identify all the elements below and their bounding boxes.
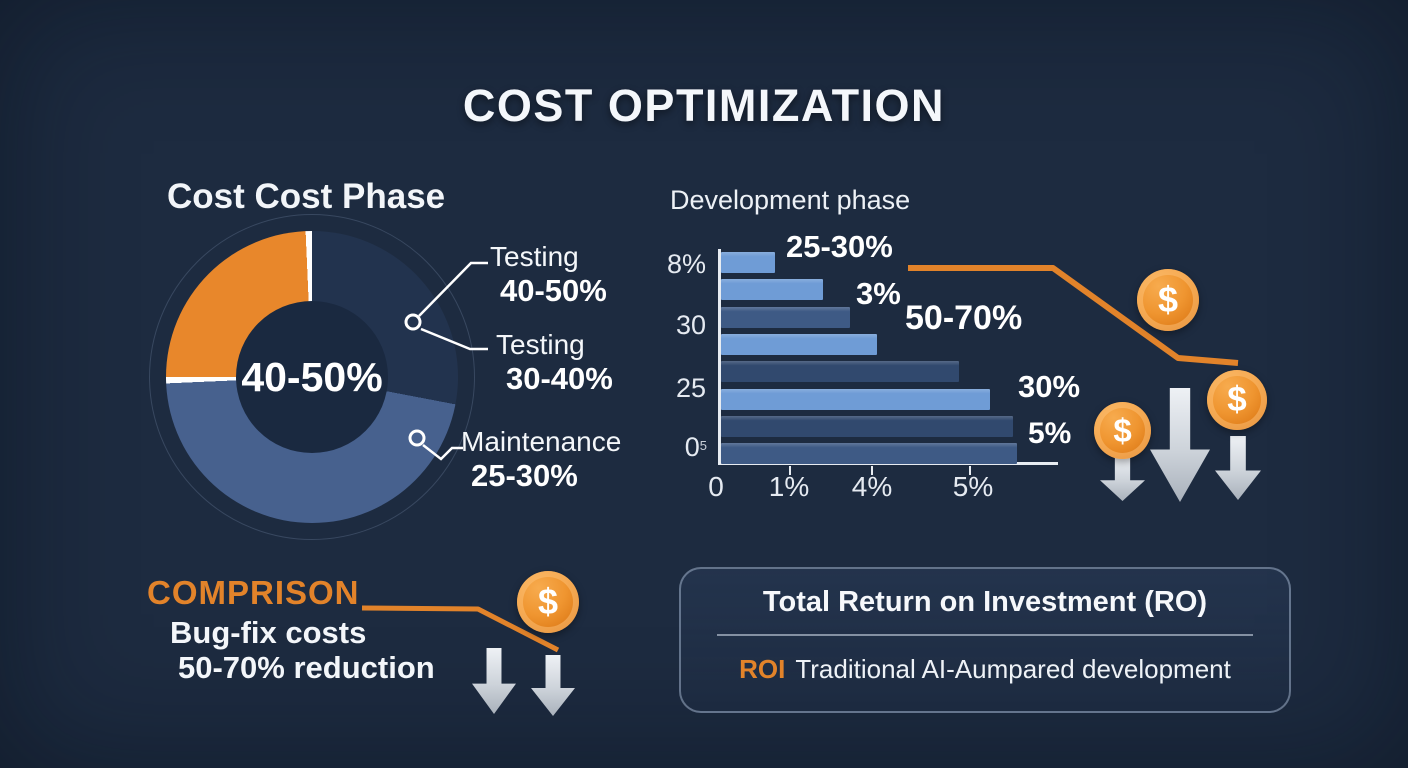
dollar-glyph: $ — [1227, 380, 1247, 419]
bar-series — [721, 252, 1061, 465]
y-tick-text: 0 — [684, 432, 700, 462]
dollar-coin-icon: $ — [1137, 269, 1199, 331]
bar-value-label: 3% — [856, 276, 901, 311]
y-tick-label: 30 — [675, 310, 706, 340]
dollar-glyph: $ — [1113, 411, 1132, 449]
roi-text: Traditional AI-Aumpared development — [795, 654, 1231, 684]
y-tick-label: 25 — [675, 373, 706, 403]
x-tick-label: 4% — [851, 471, 893, 502]
x-tick-label: 5% — [952, 471, 994, 502]
bar-7 — [721, 443, 1017, 465]
callout-label: Testing — [496, 329, 585, 360]
x-axis-tick-mark — [969, 466, 971, 475]
x-tick-label: 0 — [708, 471, 724, 502]
bar-value-label: 30% — [1018, 369, 1081, 404]
donut-callout-maintenance: Maintenance 25-30% — [461, 425, 621, 493]
x-tick-label: 1% — [768, 471, 810, 502]
bar-5 — [721, 388, 990, 410]
down-arrow-icon — [472, 648, 516, 714]
bar-0 — [721, 252, 776, 273]
down-arrow-icon — [1215, 436, 1261, 500]
comparison-heading: COMPRISON — [147, 574, 360, 611]
callout-label: Testing — [490, 241, 579, 272]
y-tick-suffix-glyph: 5 — [699, 438, 707, 453]
roi-summary-box — [679, 567, 1291, 713]
dollar-glyph: $ — [1157, 279, 1179, 320]
down-arrow-icon — [531, 655, 575, 716]
roi-box-divider — [717, 634, 1253, 636]
comparison-text-line2: 50-70% reduction — [178, 650, 435, 685]
down-arrow-icon — [1150, 388, 1210, 502]
bar-value-label: 25-30% — [786, 229, 893, 264]
roi-label: ROI — [739, 654, 786, 684]
donut-callout-testing-30-40: Testing 30-40% — [496, 328, 613, 396]
donut-chart-title: Cost Cost Phase — [167, 177, 446, 216]
bar-1 — [721, 279, 823, 301]
donut-center-label: 40-50% — [241, 353, 383, 400]
y-tick-label-zero: 05 — [638, 432, 707, 463]
dollar-coin-icon: $ — [517, 571, 579, 633]
bar-value-label: 5% — [1028, 417, 1072, 450]
page-title: COST OPTIMIZATION — [462, 80, 946, 131]
comparison-text-line1: Bug-fix costs — [170, 615, 367, 650]
dollar-coin-icon: $ — [1094, 402, 1151, 459]
y-tick-label: 8% — [666, 249, 706, 279]
bar-4 — [721, 361, 959, 383]
down-arrow-icon — [1100, 456, 1145, 501]
callout-value: 25-30% — [471, 458, 578, 493]
dollar-coin-icon: $ — [1207, 370, 1267, 430]
bar-chart-y-axis — [718, 249, 721, 464]
bar-chart-title: Development phase — [670, 185, 911, 215]
roi-box-subtitle: ROI Traditional AI-Aumpared development — [679, 654, 1291, 685]
bar-3 — [721, 333, 878, 355]
bar-value-label: 50-70% — [905, 299, 1023, 337]
roi-box-title: Total Return on Investment (RO) — [762, 586, 1208, 618]
callout-label: Maintenance — [461, 426, 622, 457]
callout-value: 40-50% — [500, 273, 607, 308]
donut-chart — [166, 231, 458, 523]
bar-2 — [721, 306, 851, 328]
dollar-glyph: $ — [537, 581, 559, 622]
callout-value: 30-40% — [506, 361, 613, 396]
x-axis-tick-mark — [789, 466, 791, 475]
donut-callout-testing-40-50: Testing 40-50% — [490, 240, 607, 308]
donut-outer-guide-ring — [149, 214, 475, 540]
bar-6 — [721, 415, 1014, 437]
x-axis-tick-mark — [871, 466, 873, 475]
